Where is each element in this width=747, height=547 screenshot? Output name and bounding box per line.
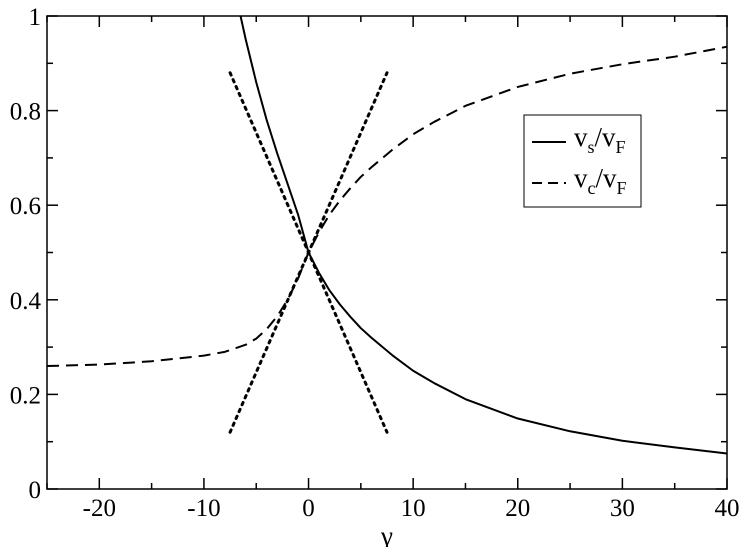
x-axis-label: γ <box>380 521 393 547</box>
legend-vc-slash-v: /v <box>596 163 618 193</box>
x-tick-label: -10 <box>187 495 220 522</box>
legend-vs-v: v <box>574 122 588 152</box>
x-tick-label: -20 <box>83 495 116 522</box>
axis-ticks <box>46 15 728 490</box>
axis-tick-labels: -20 -10 0 10 20 30 40 0 0.2 0.4 0.6 0.8 1 <box>10 4 740 522</box>
legend-label-vs: vs/vF <box>574 122 626 157</box>
legend-vs-sub-f: F <box>616 137 626 157</box>
x-tick-label: 20 <box>505 495 530 522</box>
legend-vc-sub-c: c <box>588 178 596 198</box>
x-tick-label: 30 <box>610 495 635 522</box>
legend-vc-v: v <box>574 163 588 193</box>
plot-frame <box>46 15 728 490</box>
y-tick-label: 0.6 <box>10 193 41 220</box>
series-line-vc <box>47 45 727 368</box>
legend-vs-slash-v: /v <box>595 122 617 152</box>
y-tick-label: 0.8 <box>10 99 41 126</box>
series-line-dotted-3 <box>228 71 389 434</box>
y-tick-label: 0.4 <box>10 288 42 315</box>
series-layer <box>47 16 727 455</box>
legend-label-vc: vc/vF <box>574 163 627 198</box>
legend-box <box>523 114 642 208</box>
y-tick-label: 0 <box>29 477 42 504</box>
y-tick-label: 1 <box>29 4 42 31</box>
y-tick-label: 0.2 <box>10 382 41 409</box>
legend-vc-sub-f: F <box>617 178 627 198</box>
x-tick-label: 0 <box>302 495 315 522</box>
legend-vs-sub-s: s <box>588 137 595 157</box>
x-tick-label: 40 <box>715 495 740 522</box>
x-tick-label: 10 <box>401 495 426 522</box>
legend: vs/vF vc/vF <box>523 114 642 208</box>
series-line-vs <box>239 16 727 455</box>
